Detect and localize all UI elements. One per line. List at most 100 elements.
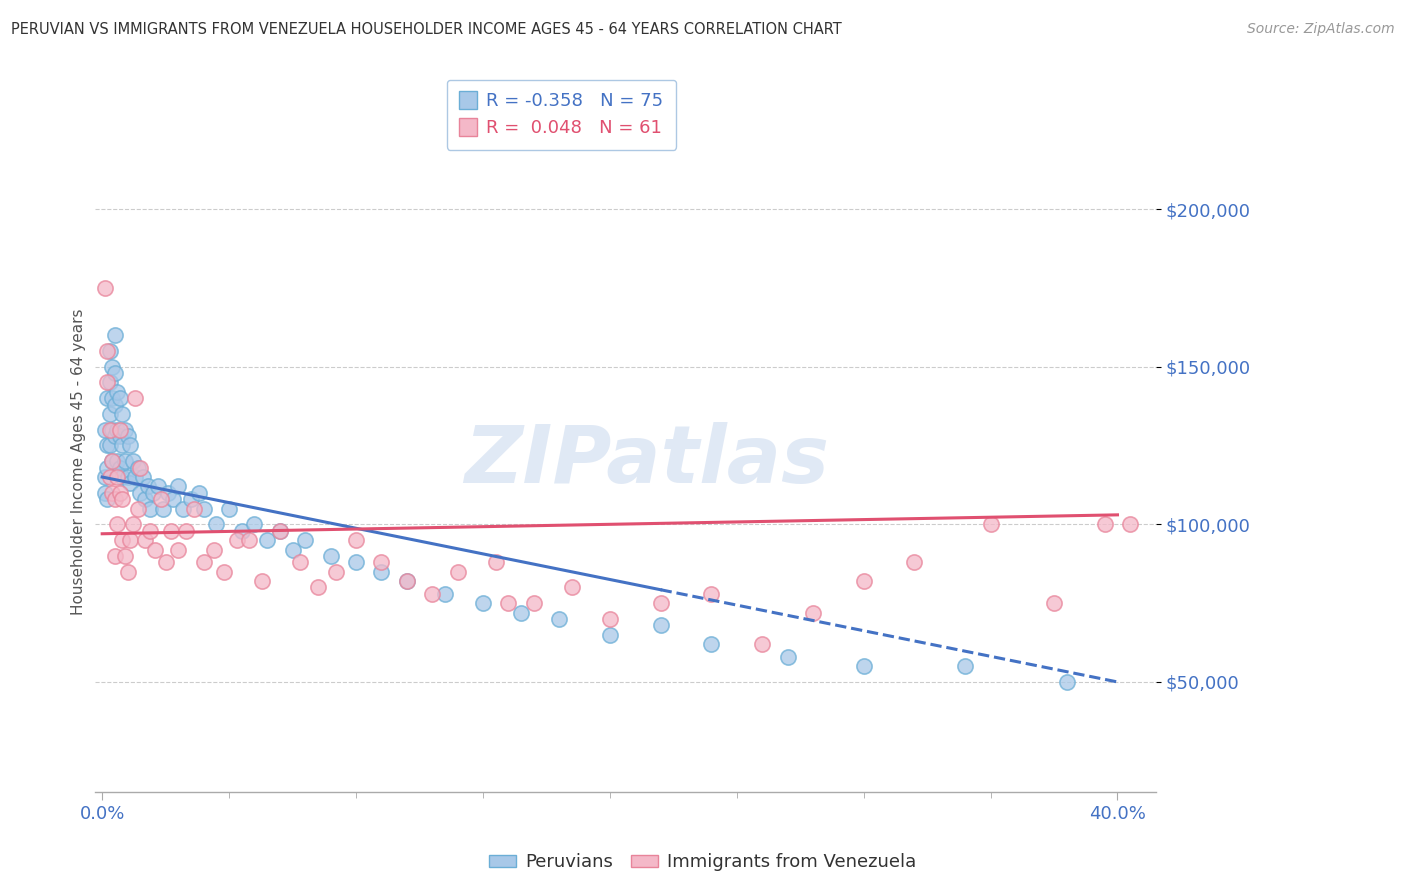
Point [108,460,131,475]
Point [776,649,799,664]
Point [187,485,209,500]
Point [108,429,131,443]
Point [344,555,367,569]
Point [93,423,115,437]
Point [108,423,131,437]
Point [98,438,121,452]
Point [101,454,124,468]
Point [319,549,342,563]
Point [96,492,118,507]
Point [1119,517,1142,532]
Point [484,555,506,569]
Point [498,596,520,610]
Point [167,542,190,557]
Point [162,492,184,507]
Point [523,596,546,610]
Point [107,470,129,484]
Point [395,574,418,588]
Point [395,574,418,588]
Point [446,565,468,579]
Point [121,454,143,468]
Point [193,555,215,569]
Point [852,659,875,673]
Point [152,501,174,516]
Point [256,533,278,547]
Point [120,476,142,491]
Point [205,517,228,532]
Point [852,574,875,588]
Point [96,438,118,452]
Point [101,391,124,405]
Point [307,580,329,594]
Point [159,524,181,538]
Point [145,542,167,557]
Point [212,565,235,579]
Point [120,438,142,452]
Point [121,517,143,532]
Point [96,343,118,358]
Point [111,407,134,421]
Point [114,549,136,563]
Point [120,533,142,547]
Point [903,555,925,569]
Point [269,524,291,538]
Point [174,524,197,538]
Point [433,587,456,601]
Point [96,460,118,475]
Point [1094,517,1116,532]
Legend: Peruvians, Immigrants from Venezuela: Peruvians, Immigrants from Venezuela [482,847,924,879]
Point [98,376,121,390]
Point [96,391,118,405]
Point [117,429,139,443]
Point [139,501,162,516]
Text: Source: ZipAtlas.com: Source: ZipAtlas.com [1247,22,1395,37]
Point [104,397,127,411]
Point [104,549,127,563]
Point [114,454,136,468]
Point [111,533,134,547]
Point [132,470,155,484]
Text: PERUVIAN VS IMMIGRANTS FROM VENEZUELA HOUSEHOLDER INCOME AGES 45 - 64 YEARS CORR: PERUVIAN VS IMMIGRANTS FROM VENEZUELA HO… [11,22,842,37]
Point [700,637,723,651]
Point [93,470,115,484]
Point [104,328,127,343]
Point [129,485,152,500]
Point [98,470,121,484]
Point [751,637,773,651]
Point [117,565,139,579]
Point [1043,596,1066,610]
Point [136,479,159,493]
Point [101,454,124,468]
Point [101,485,124,500]
Point [108,391,131,405]
Legend: R = -0.358   N = 75, R =  0.048   N = 61: R = -0.358 N = 75, R = 0.048 N = 61 [447,79,676,150]
Point [108,485,131,500]
Point [243,517,266,532]
Point [471,596,494,610]
Point [218,501,240,516]
Point [801,606,824,620]
Point [142,485,165,500]
Point [561,580,583,594]
Point [370,565,392,579]
Point [281,542,304,557]
Point [650,596,672,610]
Point [288,555,311,569]
Point [344,533,367,547]
Point [96,376,118,390]
Point [420,587,443,601]
Point [104,429,127,443]
Point [101,423,124,437]
Point [149,492,172,507]
Point [980,517,1002,532]
Point [98,407,121,421]
Point [238,533,260,547]
Point [167,479,190,493]
Point [157,485,180,500]
Point [101,359,124,374]
Point [117,470,139,484]
Point [370,555,392,569]
Point [294,533,316,547]
Point [107,454,129,468]
Point [124,470,146,484]
